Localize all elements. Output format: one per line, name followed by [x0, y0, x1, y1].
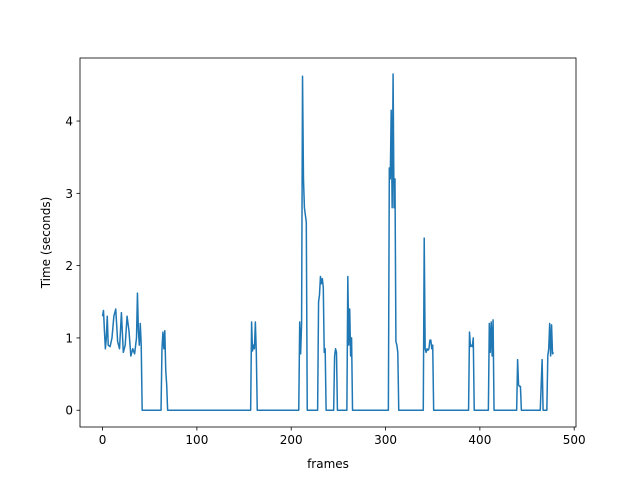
y-tick-label: 4 [65, 115, 73, 129]
x-tick-label: 300 [374, 433, 397, 447]
x-tick-label: 0 [99, 433, 107, 447]
x-tick-label: 500 [563, 433, 586, 447]
y-tick-label: 2 [65, 259, 73, 273]
y-tick-label: 1 [65, 331, 73, 345]
x-tick-label: 100 [185, 433, 208, 447]
x-axis-label: frames [307, 457, 349, 471]
y-tick-label: 3 [65, 187, 73, 201]
x-tick-label: 400 [468, 433, 491, 447]
data-line [101, 73, 555, 411]
y-axis-label: Time (seconds) [39, 197, 53, 290]
plot-frame [79, 57, 577, 428]
y-tick-label: 0 [65, 404, 73, 418]
x-tick-label: 200 [280, 433, 303, 447]
